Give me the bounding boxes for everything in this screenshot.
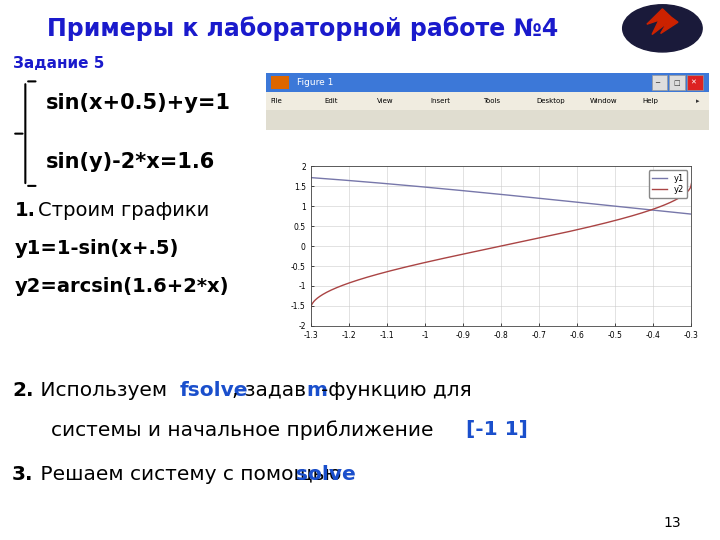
- y1: [533, 195, 541, 201]
- Text: 13: 13: [664, 516, 681, 530]
- Line: y2: y2: [311, 184, 691, 309]
- Legend: y1, y2: y1, y2: [649, 171, 688, 198]
- Text: View: View: [377, 98, 394, 104]
- y1: [513, 193, 521, 199]
- y1: [678, 210, 687, 217]
- Text: m: m: [306, 381, 327, 400]
- Text: 3.: 3.: [12, 465, 34, 484]
- Polygon shape: [647, 9, 678, 35]
- y2: [513, 240, 521, 246]
- Text: Tools: Tools: [483, 98, 500, 104]
- Text: ✕: ✕: [690, 79, 696, 86]
- Text: Строим графики: Строим графики: [38, 201, 210, 220]
- Text: sin(x+0.5)+y=1: sin(x+0.5)+y=1: [46, 93, 231, 113]
- y2: [533, 235, 541, 242]
- Text: ▸: ▸: [696, 98, 699, 104]
- Text: -функцию для: -функцию для: [320, 381, 472, 400]
- Text: , задав: , задав: [233, 381, 319, 400]
- Bar: [652, 75, 667, 90]
- Line: y1: y1: [311, 178, 691, 214]
- Text: ─: ─: [655, 79, 660, 86]
- Bar: [266, 73, 709, 92]
- y1: [307, 174, 315, 181]
- y2: [487, 245, 496, 251]
- y2: [678, 193, 687, 199]
- Text: File: File: [271, 98, 282, 104]
- Text: Примеры к лабораторной работе №4: Примеры к лабораторной работе №4: [47, 16, 558, 40]
- Text: fsolve: fsolve: [180, 381, 248, 400]
- y1: [618, 204, 627, 210]
- Text: y1=1-sin(x+.5): y1=1-sin(x+.5): [15, 239, 179, 258]
- Text: Решаем систему с помощью: Решаем систему с помощью: [35, 465, 348, 484]
- Text: Задание 5: Задание 5: [13, 56, 104, 71]
- Text: системы и начальное приближение: системы и начальное приближение: [51, 420, 440, 440]
- Bar: [687, 75, 703, 90]
- Text: Используем: Используем: [35, 381, 174, 400]
- Bar: [266, 110, 709, 130]
- Bar: [271, 76, 289, 89]
- Bar: [266, 92, 709, 110]
- Bar: [670, 75, 685, 90]
- Text: Insert: Insert: [431, 98, 450, 104]
- Text: sin(y)-2*x=1.6: sin(y)-2*x=1.6: [46, 152, 215, 172]
- y1: [490, 191, 498, 197]
- Text: Help: Help: [643, 98, 659, 104]
- y2: [307, 306, 315, 312]
- Text: Edit: Edit: [324, 98, 338, 104]
- Text: Desktop: Desktop: [536, 98, 565, 104]
- y2: [687, 180, 696, 187]
- Text: 2.: 2.: [12, 381, 34, 400]
- Text: Figure 1: Figure 1: [297, 78, 334, 87]
- y1: [487, 190, 496, 197]
- y2: [490, 245, 498, 251]
- y1: [687, 211, 696, 218]
- Text: y2=arcsin(1.6+2*x): y2=arcsin(1.6+2*x): [15, 277, 230, 296]
- Text: 1.: 1.: [15, 201, 36, 220]
- Text: □: □: [673, 79, 680, 86]
- Text: solve: solve: [296, 465, 356, 484]
- Circle shape: [623, 5, 702, 52]
- Text: Window: Window: [590, 98, 617, 104]
- Text: [-1 1]: [-1 1]: [466, 421, 528, 440]
- y2: [618, 215, 627, 221]
